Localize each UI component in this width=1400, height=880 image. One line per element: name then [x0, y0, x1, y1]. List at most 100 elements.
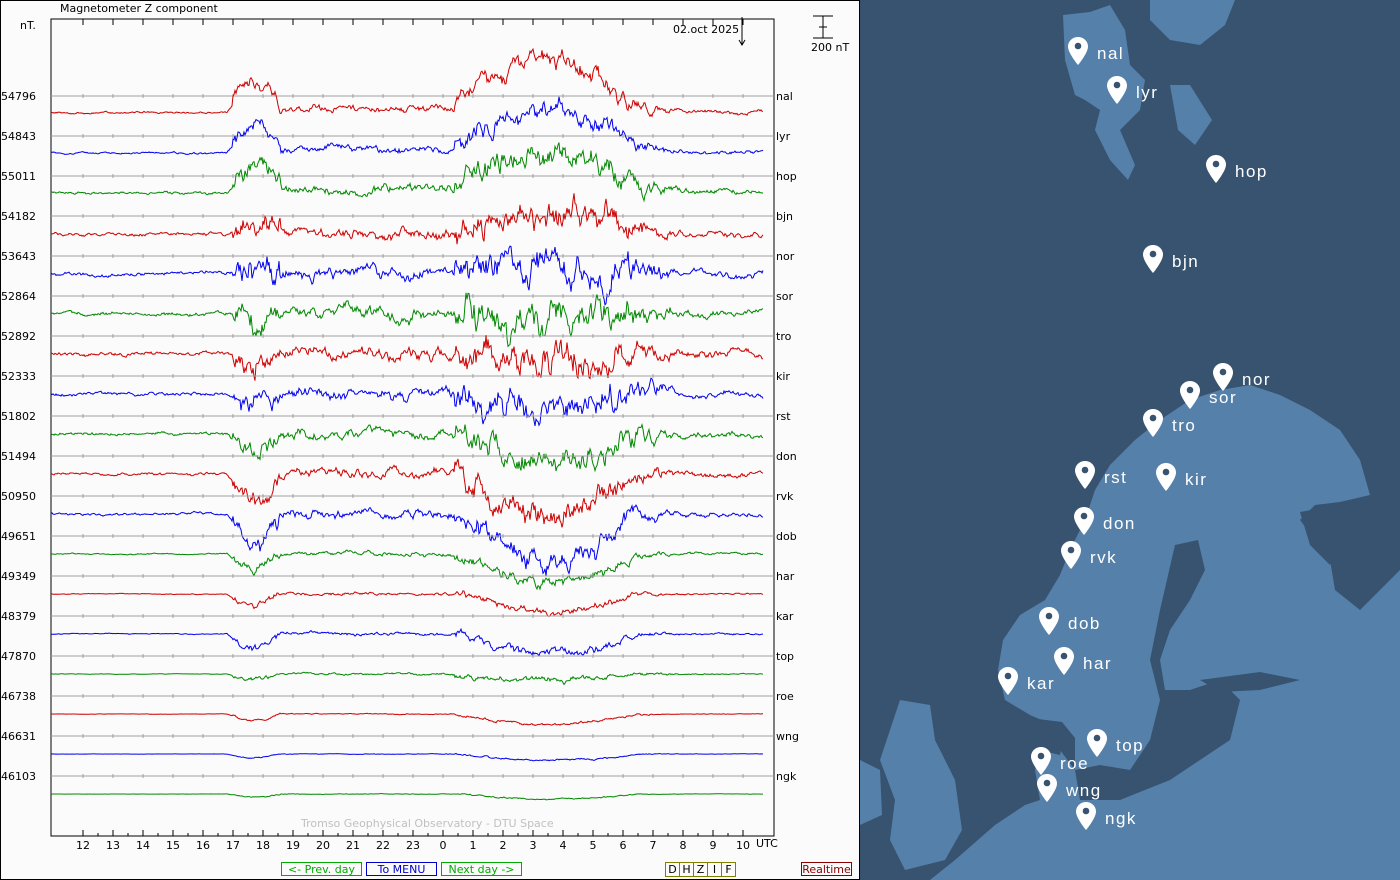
map-station-label-sor[interactable]: sor	[1209, 388, 1238, 407]
y-baseline-label-top: 47870	[1, 650, 36, 663]
map-station-label-har[interactable]: har	[1083, 654, 1113, 673]
gulf-of-bothnia	[1075, 540, 1240, 800]
map-station-label-ngk[interactable]: ngk	[1105, 809, 1137, 828]
magnetogram-panel: 12 13 14 15 16 17 18 19 20 21 22 23 0 1 2 3 4 5 6 7 8 9 10 5479…	[0, 0, 860, 880]
component-f-button[interactable]: F	[725, 863, 732, 876]
ireland-land	[860, 760, 882, 825]
station-label-don: don	[776, 450, 797, 463]
x-tick-label: 17	[226, 839, 240, 852]
x-tick-label: 1	[470, 839, 477, 852]
scale-bar-label: 200 nT	[811, 41, 850, 54]
station-label-top: top	[776, 650, 794, 663]
x-tick-label: 22	[376, 839, 390, 852]
y-unit-label: nT.	[20, 19, 36, 32]
x-tick-label: 9	[710, 839, 717, 852]
x-tick-label: 21	[346, 839, 360, 852]
y-baseline-label-nal: 54796	[1, 90, 36, 103]
map-pin-icon[interactable]	[1054, 647, 1074, 675]
map-pin-icon[interactable]	[1143, 245, 1163, 273]
map-pin-icon[interactable]	[1075, 461, 1095, 489]
trace-nal	[50, 47, 764, 118]
map-pin-icon[interactable]	[998, 667, 1018, 695]
trace-bjn	[50, 193, 764, 245]
component-h-button[interactable]: H	[680, 863, 694, 876]
y-baseline-label-kir: 52333	[1, 370, 36, 383]
map-pin-icon[interactable]	[1039, 607, 1059, 635]
map-pin-icon[interactable]	[1037, 774, 1057, 802]
now-arrow-icon	[738, 17, 746, 46]
map-pin-icon[interactable]	[1076, 802, 1096, 830]
white-sea	[1300, 505, 1345, 565]
component-i-button[interactable]: I	[708, 863, 722, 876]
map-pin-icon[interactable]	[1061, 541, 1081, 569]
chart-title: Magnetometer Z component	[60, 2, 218, 15]
map-pin-icon[interactable]	[1068, 37, 1088, 65]
trace-don	[50, 458, 764, 528]
map-station-label-tro[interactable]: tro	[1172, 416, 1197, 435]
map-pin-icon[interactable]	[1180, 381, 1200, 409]
x-tick-label: 3	[530, 839, 537, 852]
map-station-label-nal[interactable]: nal	[1097, 44, 1125, 63]
realtime-button[interactable]: Realtime	[801, 862, 852, 876]
trace-hop	[51, 142, 764, 203]
trace-dob	[51, 549, 764, 591]
station-label-ngk: ngk	[776, 770, 797, 783]
station-label-rst: rst	[776, 410, 791, 423]
x-tick-label: 6	[620, 839, 627, 852]
map-station-label-hop[interactable]: hop	[1235, 162, 1268, 181]
component-z-button[interactable]: Z	[694, 863, 708, 876]
map-station-label-rvk[interactable]: rvk	[1090, 548, 1118, 567]
date-label: 02.oct 2025	[673, 23, 740, 36]
map-station-label-kar[interactable]: kar	[1027, 674, 1056, 693]
gulf-of-finland	[1200, 672, 1300, 692]
map-pin-icon[interactable]	[1087, 729, 1107, 757]
station-label-hop: hop	[776, 170, 797, 183]
to-menu-button[interactable]: To MENU	[366, 862, 437, 876]
map-pin-icon[interactable]	[1031, 747, 1051, 775]
x-tick-label: 13	[106, 839, 120, 852]
plot-frame	[50, 18, 775, 837]
map-station-label-roe[interactable]: roe	[1060, 754, 1090, 773]
x-tick-label: 2	[500, 839, 507, 852]
x-tick-label: 0	[440, 839, 447, 852]
trace-rst	[50, 423, 764, 473]
y-baseline-label-sor: 52864	[1, 290, 36, 303]
y-baseline-label-tro: 52892	[1, 330, 36, 343]
map-station-label-kir[interactable]: kir	[1185, 470, 1208, 489]
map-station-label-lyr[interactable]: lyr	[1136, 83, 1159, 102]
prev-day-button[interactable]: <- Prev. day	[281, 862, 362, 876]
x-tick-label: 7	[650, 839, 657, 852]
station-label-dob: dob	[776, 530, 797, 543]
map-pin-icon[interactable]	[1213, 363, 1233, 391]
map-station-label-don[interactable]: don	[1103, 514, 1136, 533]
trace-roe	[51, 712, 763, 726]
map-station-label-bjn[interactable]: bjn	[1172, 252, 1200, 271]
map-station-label-wng[interactable]: wng	[1066, 781, 1102, 800]
station-map: nal lyr hop bjn nor sor tro rst kir don rvk dob har k…	[860, 0, 1400, 880]
skagerrak	[1030, 718, 1075, 770]
map-pin-icon[interactable]	[1206, 155, 1226, 183]
component-d-button[interactable]: D	[666, 863, 680, 876]
map-station-label-top[interactable]: top	[1116, 736, 1145, 755]
station-label-nor: nor	[776, 250, 795, 263]
map-station-label-nor[interactable]: nor	[1242, 370, 1272, 389]
x-tick-label: 23	[406, 839, 420, 852]
y-baseline-label-hop: 55011	[1, 170, 36, 183]
map-station-label-rst[interactable]: rst	[1104, 468, 1128, 487]
x-tick-label: 4	[560, 839, 567, 852]
map-station-label-dob[interactable]: dob	[1068, 614, 1101, 633]
next-day-button[interactable]: Next day ->	[441, 862, 522, 876]
map-pin-icon[interactable]	[1156, 463, 1176, 491]
trace-kar	[50, 627, 763, 657]
map-pin-icon[interactable]	[1107, 76, 1127, 104]
station-label-lyr: lyr	[776, 130, 791, 143]
station-label-har: har	[776, 570, 795, 583]
x-tick-label: 20	[316, 839, 330, 852]
trace-rvk	[50, 504, 764, 576]
map-pin-icon[interactable]	[1074, 507, 1094, 535]
map-pin-icon[interactable]	[1143, 409, 1163, 437]
x-tick-label: 18	[256, 839, 270, 852]
x-tick-label: 5	[590, 839, 597, 852]
y-baseline-label-dob: 49651	[1, 530, 36, 543]
x-tick-label: 16	[196, 839, 210, 852]
